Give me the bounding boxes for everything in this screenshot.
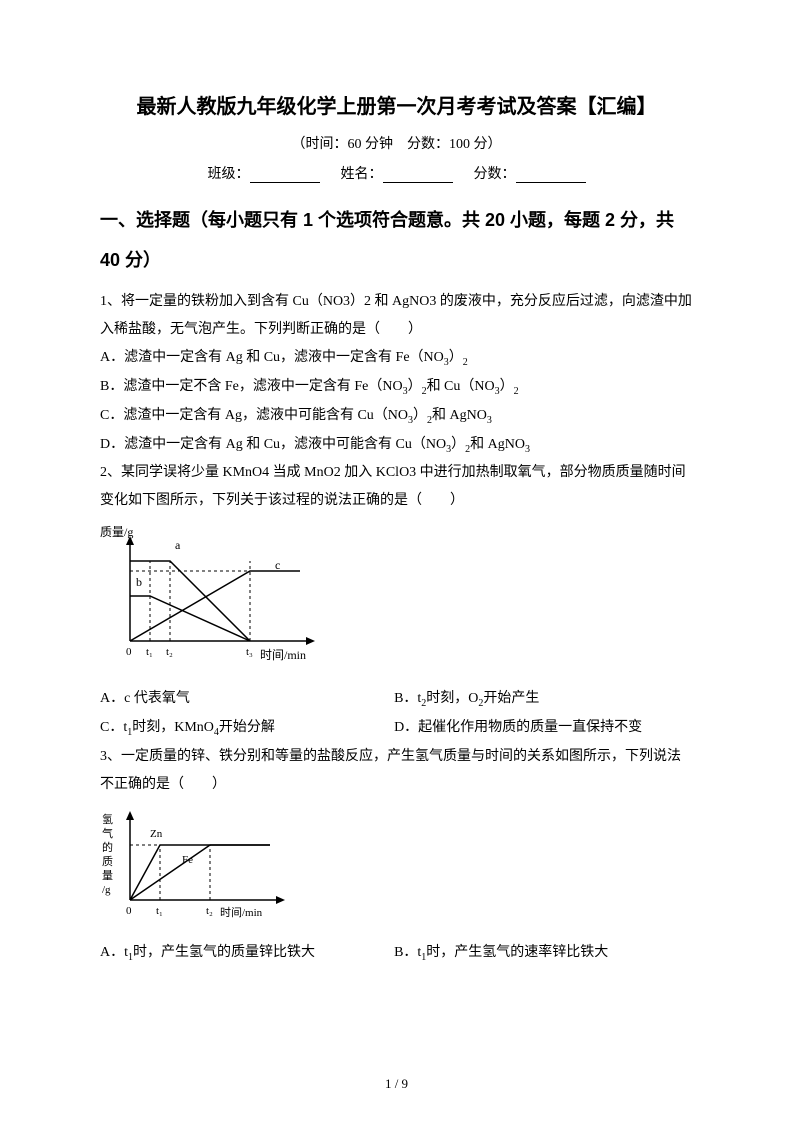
svg-text:/g: /g <box>102 884 111 896</box>
q2-optA: A．c 代表氧气 <box>100 685 391 713</box>
q2-row1: A．c 代表氧气 B．t2时刻，O2开始产生 <box>100 685 693 714</box>
svg-text:Zn: Zn <box>150 828 163 840</box>
paren: ） <box>449 350 463 365</box>
t: C．t <box>100 720 127 735</box>
q3-row1: A．t1时，产生氢气的质量锌比铁大 B．t1时，产生氢气的速率锌比铁大 <box>100 939 693 968</box>
paren: ） <box>408 379 422 394</box>
svg-text:t₁: t₁ <box>146 646 153 658</box>
name-blank[interactable] <box>383 182 453 183</box>
q1-optC: C．滤渣中一定含有 Ag，滤液中可能含有 Cu（NO3）2和 AgNO3 <box>100 402 693 431</box>
q1-optD: D．滤渣中一定含有 Ag 和 Cu，滤液中可能含有 Cu（NO3）2和 AgNO… <box>100 431 693 460</box>
page: 最新人教版九年级化学上册第一次月考考试及答案【汇编】 （时间：60 分钟 分数：… <box>0 0 793 1122</box>
svg-text:a: a <box>175 538 181 552</box>
fill-row: 班级： 姓名： 分数： <box>100 163 693 183</box>
t: 时刻，O <box>426 691 478 706</box>
svg-text:质: 质 <box>102 855 113 868</box>
chart-2: 氢气的质量/g 时间/min Zn Fe 0 t₁ t₂ <box>100 805 300 935</box>
svg-text:Fe: Fe <box>182 854 193 866</box>
svg-text:气: 气 <box>102 826 113 840</box>
svg-text:0: 0 <box>126 646 132 658</box>
sub: 3 <box>487 415 492 426</box>
svg-text:质量/g: 质量/g <box>100 525 133 539</box>
q1-optD-text: D．滤渣中一定含有 Ag 和 Cu，滤液中可能含有 Cu（NO <box>100 437 446 452</box>
q1-optB: B．滤渣中一定不含 Fe，滤液中一定含有 Fe（NO3）2和 Cu（NO3）2 <box>100 373 693 402</box>
t: 时，产生氢气的质量锌比铁大 <box>133 945 315 960</box>
q2-optC: C．t1时刻，KMnO4开始分解 <box>100 714 391 743</box>
q3-stem: 3、一定质量的锌、铁分别和等量的盐酸反应，产生氢气质量与时间的关系如图所示，下列… <box>100 743 693 799</box>
q2-optB: B．t2时刻，O2开始产生 <box>394 685 685 714</box>
svg-text:量: 量 <box>102 869 113 882</box>
section-1-head: 一、选择题（每小题只有 1 个选项符合题意。共 20 小题，每题 2 分，共 4… <box>100 201 693 280</box>
page-number: 1 / 9 <box>0 1076 793 1092</box>
t: B．t <box>394 691 421 706</box>
q1-optA-text: A．滤渣中一定含有 Ag 和 Cu，滤液中一定含有 Fe（NO <box>100 350 444 365</box>
q1-stem: 1、将一定量的铁粉加入到含有 Cu（NO3）2 和 AgNO3 的废液中，充分反… <box>100 288 693 344</box>
q3-optA: A．t1时，产生氢气的质量锌比铁大 <box>100 939 391 968</box>
q1-optB-text: B．滤渣中一定不含 Fe，滤液中一定含有 Fe（NO <box>100 379 403 394</box>
t: 时，产生氢气的速率锌比铁大 <box>426 945 608 960</box>
t: 开始分解 <box>219 720 275 735</box>
mid: 和 AgNO <box>432 408 487 423</box>
paren: ） <box>451 437 465 452</box>
svg-text:c: c <box>275 558 280 572</box>
mid: 和 Cu（NO <box>427 379 495 394</box>
svg-text:b: b <box>136 575 142 589</box>
q2-optD: D．起催化作用物质的质量一直保持不变 <box>394 714 685 742</box>
q1-optA: A．滤渣中一定含有 Ag 和 Cu，滤液中一定含有 Fe（NO3）2 <box>100 344 693 373</box>
t: A．t <box>100 945 128 960</box>
svg-text:t₂: t₂ <box>166 646 173 658</box>
mid: 和 AgNO <box>470 437 525 452</box>
t: 时刻，KMnO <box>132 720 214 735</box>
class-blank[interactable] <box>250 182 320 183</box>
svg-text:时间/min: 时间/min <box>220 906 263 919</box>
svg-text:氢: 氢 <box>102 812 113 826</box>
class-label: 班级： <box>208 167 250 182</box>
sub: 3 <box>525 443 530 454</box>
svg-text:时间/min: 时间/min <box>260 648 306 662</box>
sub: 2 <box>463 357 468 368</box>
svg-text:0: 0 <box>126 905 132 917</box>
q2-row2: C．t1时刻，KMnO4开始分解 D．起催化作用物质的质量一直保持不变 <box>100 714 693 743</box>
doc-subtitle: （时间：60 分钟 分数：100 分） <box>100 133 693 153</box>
t: B．t <box>394 945 421 960</box>
q2-stem: 2、某同学误将少量 KMnO4 当成 MnO2 加入 KClO3 中进行加热制取… <box>100 459 693 515</box>
sub: 2 <box>514 386 519 397</box>
chart-1: 质量/g 时间/min a b c 0 t₁ t₂ t₃ <box>100 521 330 681</box>
name-label: 姓名： <box>341 167 383 182</box>
svg-text:的: 的 <box>102 840 113 854</box>
svg-text:t₂: t₂ <box>206 905 213 917</box>
svg-text:t₁: t₁ <box>156 905 163 917</box>
svg-text:t₃: t₃ <box>246 646 253 658</box>
q3-optB: B．t1时，产生氢气的速率锌比铁大 <box>394 939 685 968</box>
paren: ） <box>500 379 514 394</box>
q1-optC-text: C．滤渣中一定含有 Ag，滤液中可能含有 Cu（NO <box>100 408 408 423</box>
t: 开始产生 <box>483 691 539 706</box>
score-label: 分数： <box>474 167 516 182</box>
doc-title: 最新人教版九年级化学上册第一次月考考试及答案【汇编】 <box>100 90 693 119</box>
score-blank[interactable] <box>516 182 586 183</box>
paren: ） <box>413 408 427 423</box>
